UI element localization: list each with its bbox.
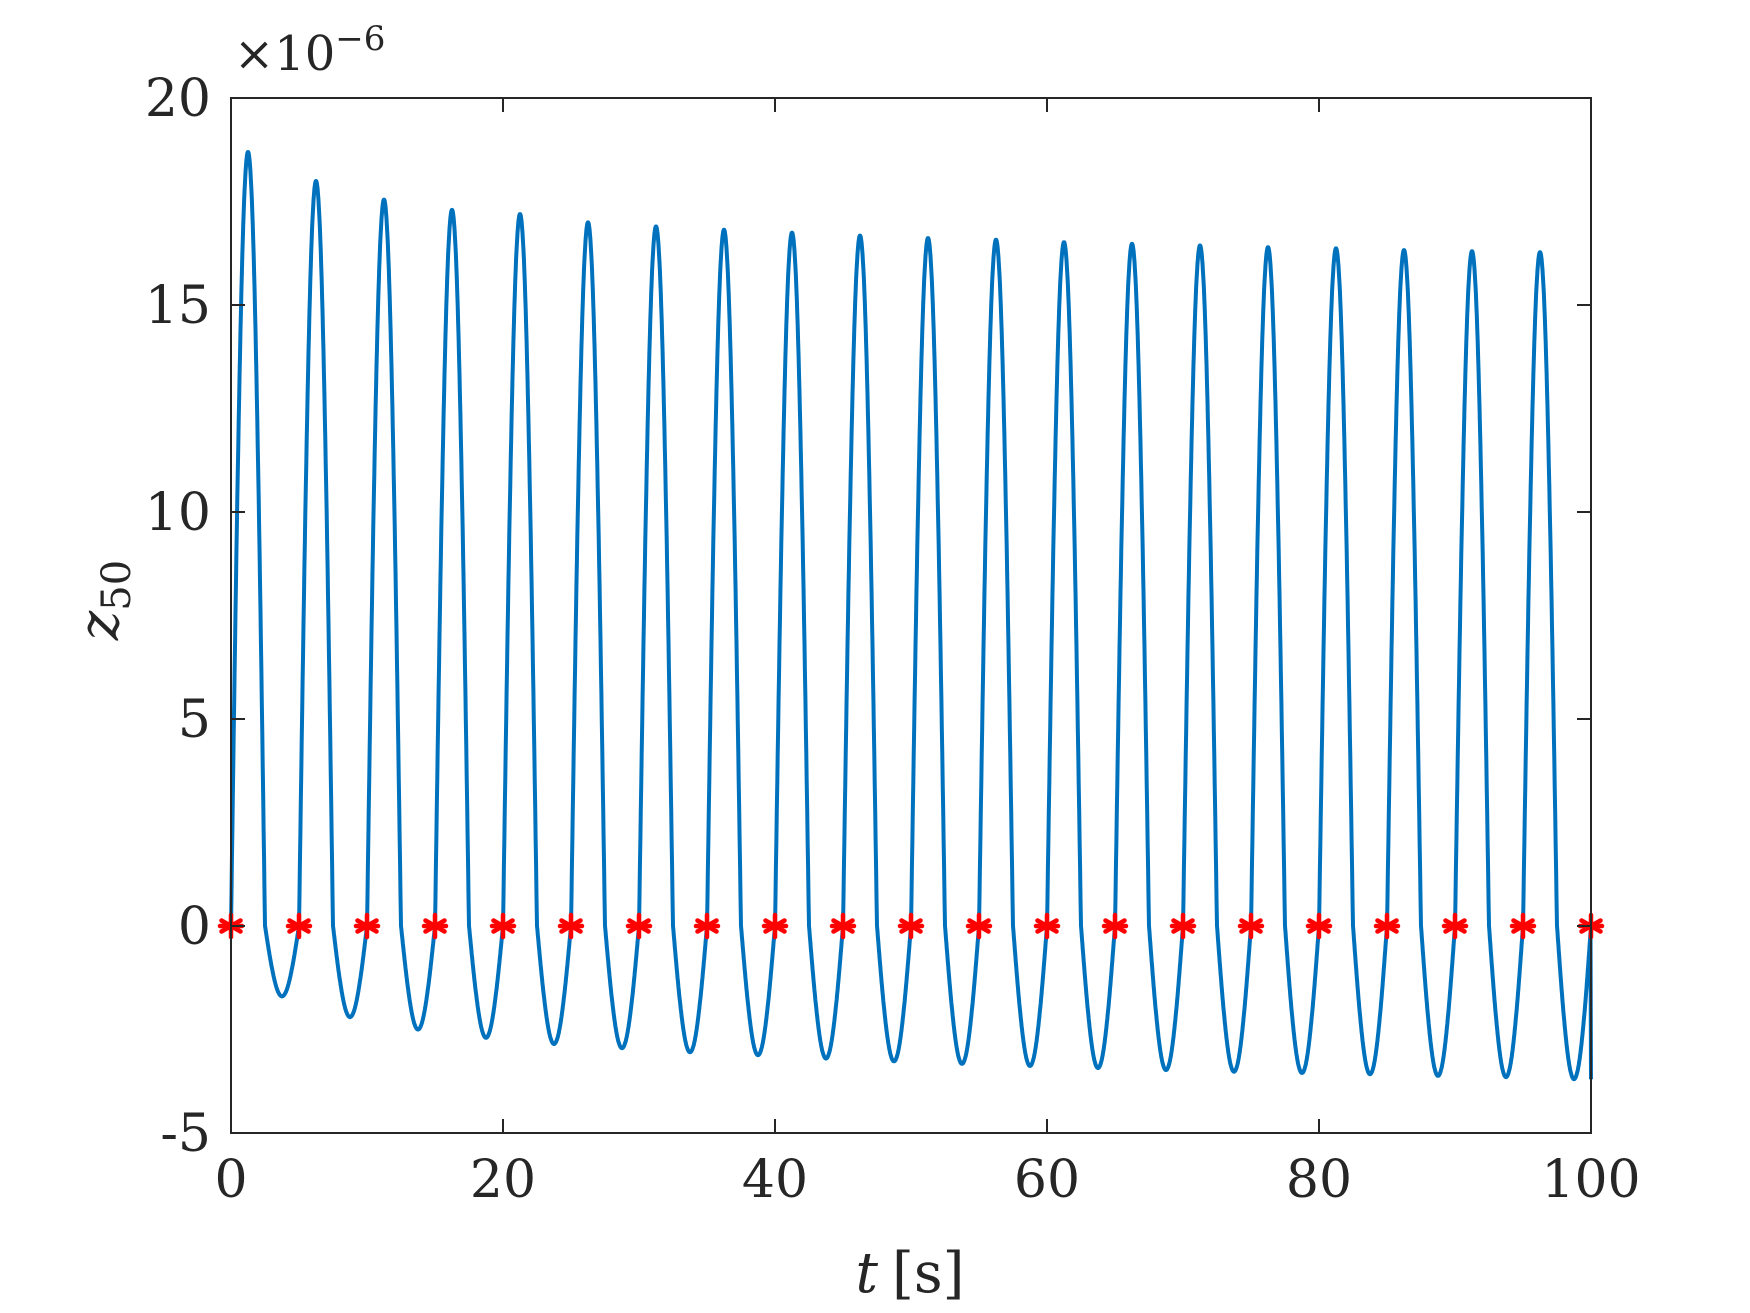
x-tick-label: 40 bbox=[742, 1150, 808, 1210]
x-tick-label: 60 bbox=[1014, 1150, 1080, 1210]
axes-box bbox=[230, 97, 1592, 1134]
y-tick-label: 5 bbox=[178, 690, 211, 750]
data-marker bbox=[829, 912, 857, 940]
data-marker bbox=[489, 912, 517, 940]
x-tick-label: 100 bbox=[1541, 1150, 1640, 1210]
data-marker bbox=[1509, 912, 1537, 940]
data-marker bbox=[1305, 912, 1333, 940]
data-marker bbox=[693, 912, 721, 940]
y-tick-label: 0 bbox=[178, 897, 211, 957]
data-marker bbox=[965, 912, 993, 940]
y-tick-label: 15 bbox=[145, 276, 211, 336]
plot-area bbox=[217, 150, 1605, 1082]
x-tick-label: 80 bbox=[1286, 1150, 1352, 1210]
data-marker bbox=[353, 912, 381, 940]
y-axis-multiplier: ×10−6 bbox=[234, 19, 385, 82]
x-tick-label: 20 bbox=[470, 1150, 536, 1210]
x-axis-title: t [s] bbox=[856, 1241, 965, 1306]
data-marker bbox=[285, 912, 313, 940]
data-marker bbox=[761, 912, 789, 940]
y-tick-label: 20 bbox=[145, 69, 211, 129]
data-marker bbox=[1373, 912, 1401, 940]
y-tick-label: -5 bbox=[160, 1104, 211, 1164]
data-marker bbox=[1101, 912, 1129, 940]
data-marker bbox=[557, 912, 585, 940]
data-marker bbox=[1033, 912, 1061, 940]
data-marker bbox=[1237, 912, 1265, 940]
data-marker bbox=[421, 912, 449, 940]
x-tick-label: 0 bbox=[214, 1150, 247, 1210]
data-marker bbox=[625, 912, 653, 940]
data-marker bbox=[897, 912, 925, 940]
y-axis-title: z50 bbox=[67, 560, 140, 641]
y-tick-label: 10 bbox=[145, 483, 211, 543]
data-marker bbox=[1441, 912, 1469, 940]
data-marker bbox=[1169, 912, 1197, 940]
